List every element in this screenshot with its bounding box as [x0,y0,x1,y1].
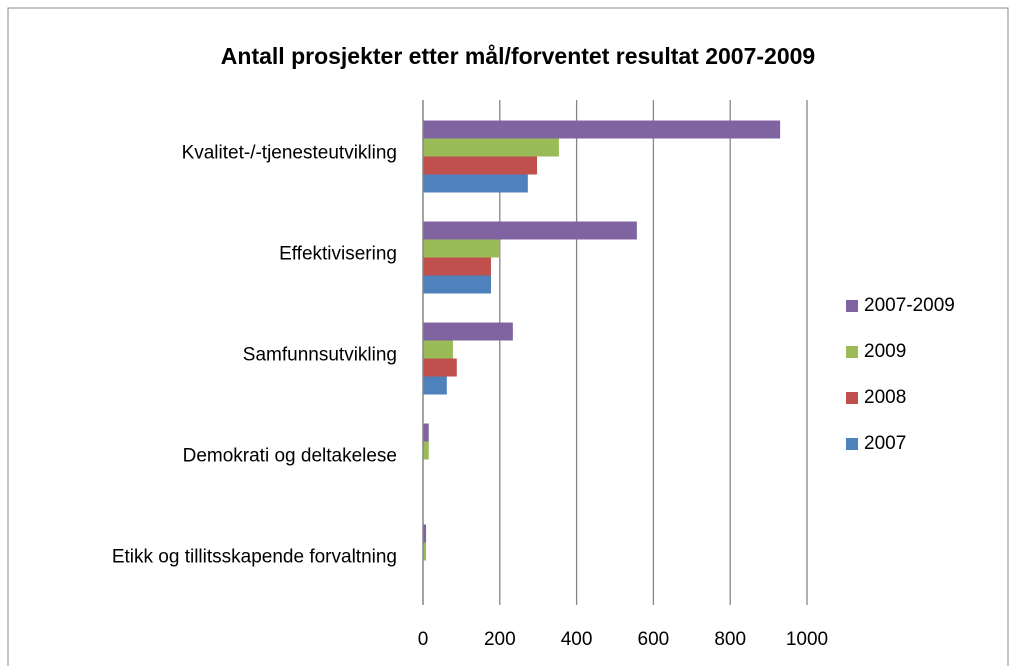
y-tick-label: Kvalitet-/-tjenesteutvikling [182,143,397,164]
legend-swatch [846,346,858,358]
bar [423,524,427,543]
bar [423,239,500,258]
y-tick-label: Effektivisering [279,244,397,265]
legend-label: 2009 [864,341,906,362]
bar [423,257,491,276]
x-tick-label: 200 [484,629,516,650]
bar [423,322,513,341]
bar [423,156,538,175]
chart-title: Antall prosjekter etter mål/forventet re… [221,43,815,69]
bar [423,358,457,377]
bar [423,340,453,359]
x-tick-label: 400 [561,629,593,650]
bar [423,376,447,395]
bar [423,221,637,240]
y-tick-label: Samfunnsutvikling [243,345,397,366]
legend-label: 2008 [864,387,906,408]
legend-swatch [846,392,858,404]
x-tick-label: 0 [418,629,429,650]
bar [423,423,429,442]
bar [423,542,427,561]
legend-swatch [846,438,858,450]
x-tick-label: 600 [638,629,670,650]
legend-swatch [846,300,858,312]
x-tick-label: 800 [714,629,746,650]
bar [423,120,781,139]
y-tick-label: Etikk og tillitsskapende forvaltning [112,547,397,568]
bar [423,138,559,157]
bar [423,275,491,294]
legend-label: 2007-2009 [864,295,955,316]
y-tick-label: Demokrati og deltakelese [183,446,397,467]
x-tick-label: 1000 [786,629,828,650]
bar [423,174,528,193]
bar [423,441,429,460]
legend-label: 2007 [864,433,906,454]
